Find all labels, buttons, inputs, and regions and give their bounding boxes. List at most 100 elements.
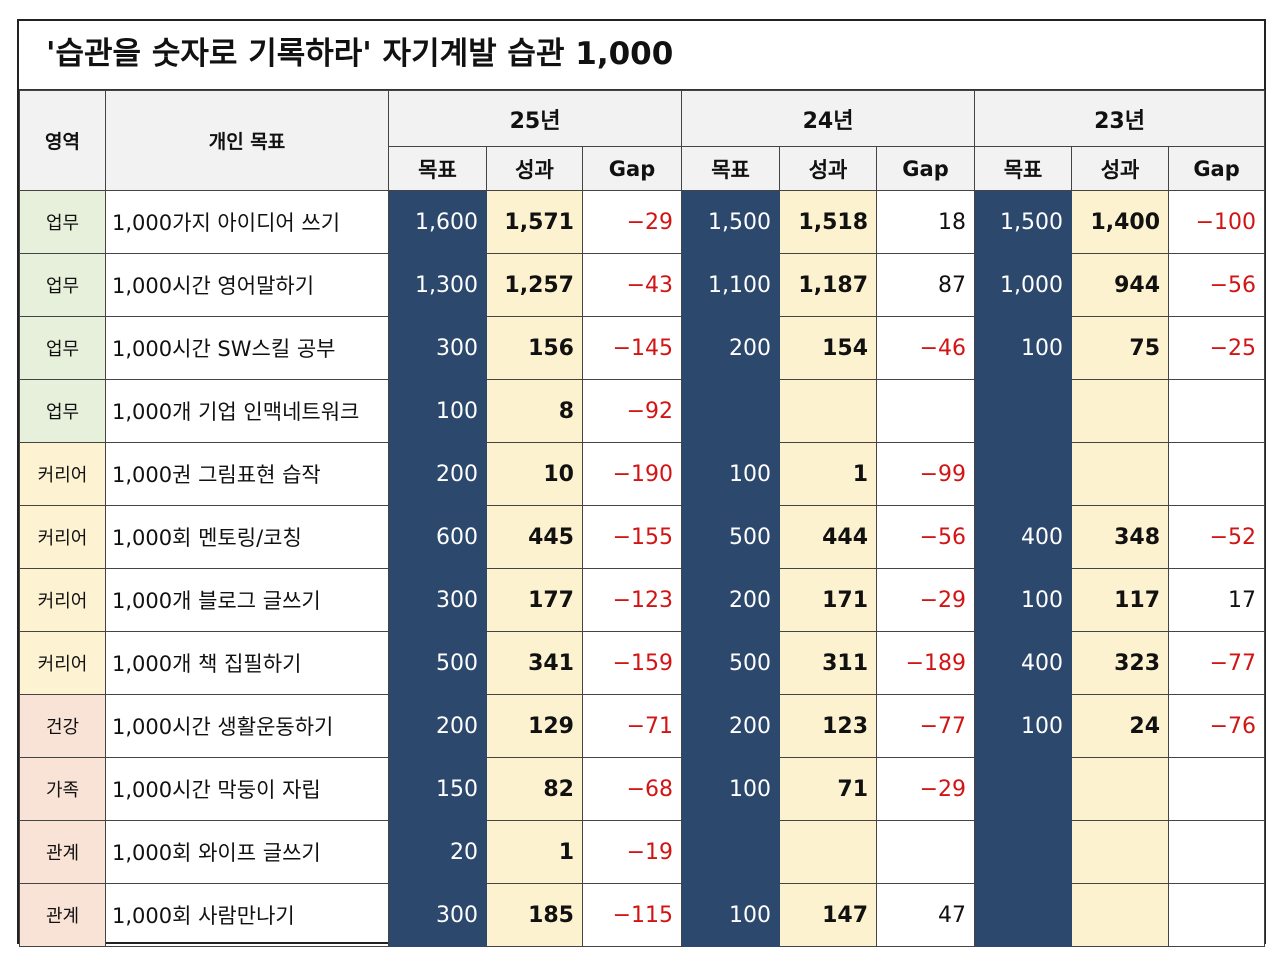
y23-target-cell: 100: [974, 316, 1073, 380]
y24-target-cell: 500: [681, 505, 781, 569]
header-area: 영역: [19, 90, 106, 191]
y24-result-cell: 154: [779, 316, 878, 380]
y25-result-cell: 1,571: [486, 190, 583, 254]
header-target: 목표: [388, 146, 487, 191]
table-row: 업무 1,000시간 SW스킬 공부 300 156 −145 200 154 −46 100 7…: [19, 316, 1266, 380]
goal-cell: 1,000회 멘토링/코칭: [105, 505, 389, 569]
area-cell: 커리어: [19, 568, 106, 632]
y24-gap-cell: −99: [876, 442, 976, 506]
y23-result-cell: [1071, 820, 1170, 884]
area-cell: 업무: [19, 379, 106, 443]
y25-result-cell: 177: [486, 568, 583, 632]
y24-gap-cell: −46: [876, 316, 976, 380]
goal-cell: 1,000회 사람만나기: [105, 883, 389, 947]
y25-result-cell: 1,257: [486, 253, 583, 317]
y23-gap-cell: −25: [1168, 316, 1266, 380]
area-cell: 업무: [19, 316, 106, 380]
y24-target-cell: [681, 820, 781, 884]
table-row: 관계 1,000회 와이프 글쓰기 20 1 −19: [19, 820, 1266, 884]
y24-gap-cell: −29: [876, 568, 976, 632]
y25-result-cell: 445: [486, 505, 583, 569]
y23-gap-cell: −77: [1168, 631, 1266, 695]
y25-result-cell: 156: [486, 316, 583, 380]
y24-gap-cell: [876, 820, 976, 884]
y25-gap-cell: −123: [581, 568, 683, 632]
y24-result-cell: 123: [779, 694, 878, 758]
y25-target-cell: 150: [388, 757, 487, 821]
y25-target-cell: 500: [388, 631, 487, 695]
area-cell: 가족: [19, 757, 106, 821]
y25-gap-cell: −159: [581, 631, 683, 695]
header-target: 목표: [681, 146, 781, 191]
y23-gap-cell: −52: [1168, 505, 1266, 569]
y23-target-cell: [974, 883, 1073, 947]
area-cell: 관계: [19, 883, 106, 947]
header-year-23: 23년: [974, 90, 1266, 147]
y25-gap-cell: −190: [581, 442, 683, 506]
y23-gap-cell: [1168, 820, 1266, 884]
y24-gap-cell: −77: [876, 694, 976, 758]
header-year-25: 25년: [387, 90, 683, 147]
y23-result-cell: 24: [1071, 694, 1170, 758]
header-gap: Gap: [581, 146, 683, 191]
table-row: 업무 1,000시간 영어말하기 1,300 1,257 −43 1,100 1,187 87…: [19, 253, 1266, 317]
goal-cell: 1,000시간 SW스킬 공부: [105, 316, 389, 380]
header-goal: 개인 목표: [105, 90, 389, 191]
y24-result-cell: 71: [779, 757, 878, 821]
y24-gap-cell: −29: [876, 757, 976, 821]
y25-result-cell: 185: [486, 883, 583, 947]
y24-target-cell: 500: [681, 631, 781, 695]
y25-target-cell: 300: [388, 568, 487, 632]
area-cell: 업무: [19, 190, 106, 254]
header-target: 목표: [974, 146, 1073, 191]
goal-cell: 1,000권 그림표현 습작: [105, 442, 389, 506]
y23-result-cell: [1071, 442, 1170, 506]
y25-target-cell: 200: [388, 442, 487, 506]
y23-target-cell: [974, 442, 1073, 506]
y23-target-cell: 100: [974, 568, 1073, 632]
y23-target-cell: [974, 379, 1073, 443]
y25-result-cell: 8: [486, 379, 583, 443]
y25-result-cell: 129: [486, 694, 583, 758]
goal-cell: 1,000개 기업 인맥네트워크: [105, 379, 389, 443]
header-result: 성과: [779, 146, 878, 191]
y25-result-cell: 82: [486, 757, 583, 821]
y24-result-cell: [779, 820, 878, 884]
header-year-24: 24년: [681, 90, 976, 147]
y24-target-cell: 100: [681, 442, 781, 506]
y23-result-cell: 117: [1071, 568, 1170, 632]
y23-gap-cell: [1168, 379, 1266, 443]
y24-gap-cell: −56: [876, 505, 976, 569]
y25-target-cell: 300: [388, 316, 487, 380]
y25-gap-cell: −92: [581, 379, 683, 443]
y23-target-cell: 100: [974, 694, 1073, 758]
y24-target-cell: 1,500: [681, 190, 781, 254]
y25-target-cell: 200: [388, 694, 487, 758]
table-row: 커리어 1,000권 그림표현 습작 200 10 −190 100 1 −99: [19, 442, 1266, 506]
table-row: 건강 1,000시간 생활운동하기 200 129 −71 200 123 −77 100 24−…: [19, 694, 1266, 758]
y23-target-cell: [974, 757, 1073, 821]
table-row: 가족 1,000시간 막둥이 자립 150 82 −68 100 71 −29: [19, 757, 1266, 821]
area-cell: 커리어: [19, 442, 106, 506]
y23-gap-cell: 17: [1168, 568, 1266, 632]
goal-cell: 1,000시간 생활운동하기: [105, 694, 389, 758]
y23-gap-cell: −76: [1168, 694, 1266, 758]
goal-cell: 1,000회 와이프 글쓰기: [105, 820, 389, 884]
y25-gap-cell: −155: [581, 505, 683, 569]
y24-gap-cell: −189: [876, 631, 976, 695]
y25-gap-cell: −29: [581, 190, 683, 254]
y23-target-cell: 400: [974, 631, 1073, 695]
y25-gap-cell: −68: [581, 757, 683, 821]
table-row: 커리어 1,000개 블로그 글쓰기 300 177 −123 200 171 −29 100 1…: [19, 568, 1266, 632]
y25-target-cell: 20: [388, 820, 487, 884]
header-row-metrics: 목표 성과 Gap 목표 성과 Gap 목표 성과 Gap: [20, 146, 1266, 191]
y24-result-cell: 147: [779, 883, 878, 947]
table-row: 커리어 1,000개 책 집필하기 500 341 −159 500 311 −189 400 3…: [19, 631, 1266, 695]
y24-result-cell: 1: [779, 442, 878, 506]
y23-result-cell: [1071, 883, 1170, 947]
y24-target-cell: 200: [681, 694, 781, 758]
goal-cell: 1,000가지 아이디어 쓰기: [105, 190, 389, 254]
y25-gap-cell: −115: [581, 883, 683, 947]
y25-target-cell: 600: [388, 505, 487, 569]
header-gap: Gap: [1168, 146, 1266, 191]
